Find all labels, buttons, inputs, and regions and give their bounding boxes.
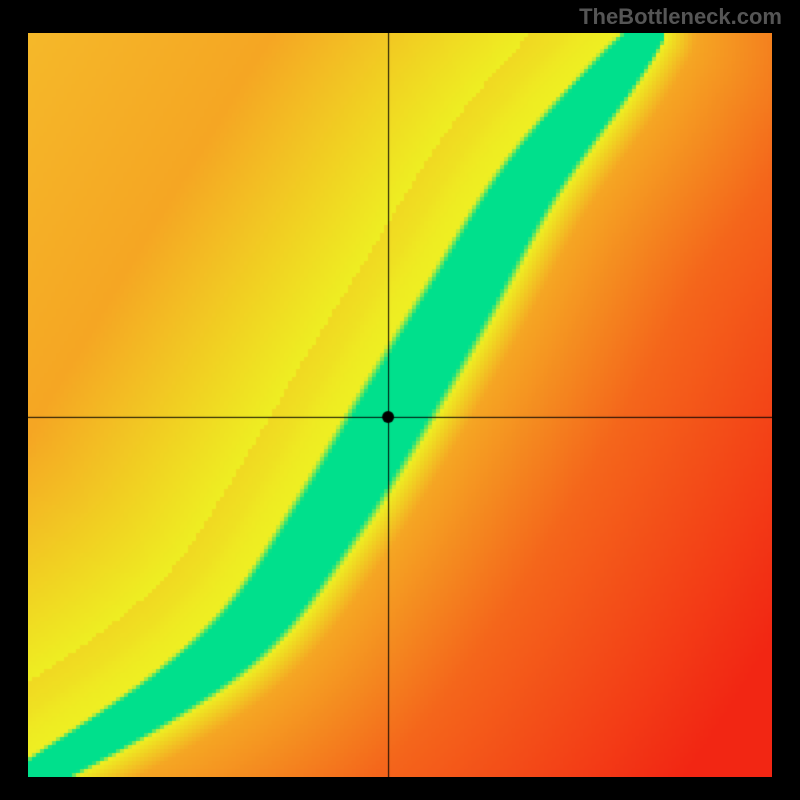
overlay-canvas xyxy=(28,33,772,777)
chart-container: TheBottleneck.com xyxy=(0,0,800,800)
attribution-label: TheBottleneck.com xyxy=(579,4,782,30)
